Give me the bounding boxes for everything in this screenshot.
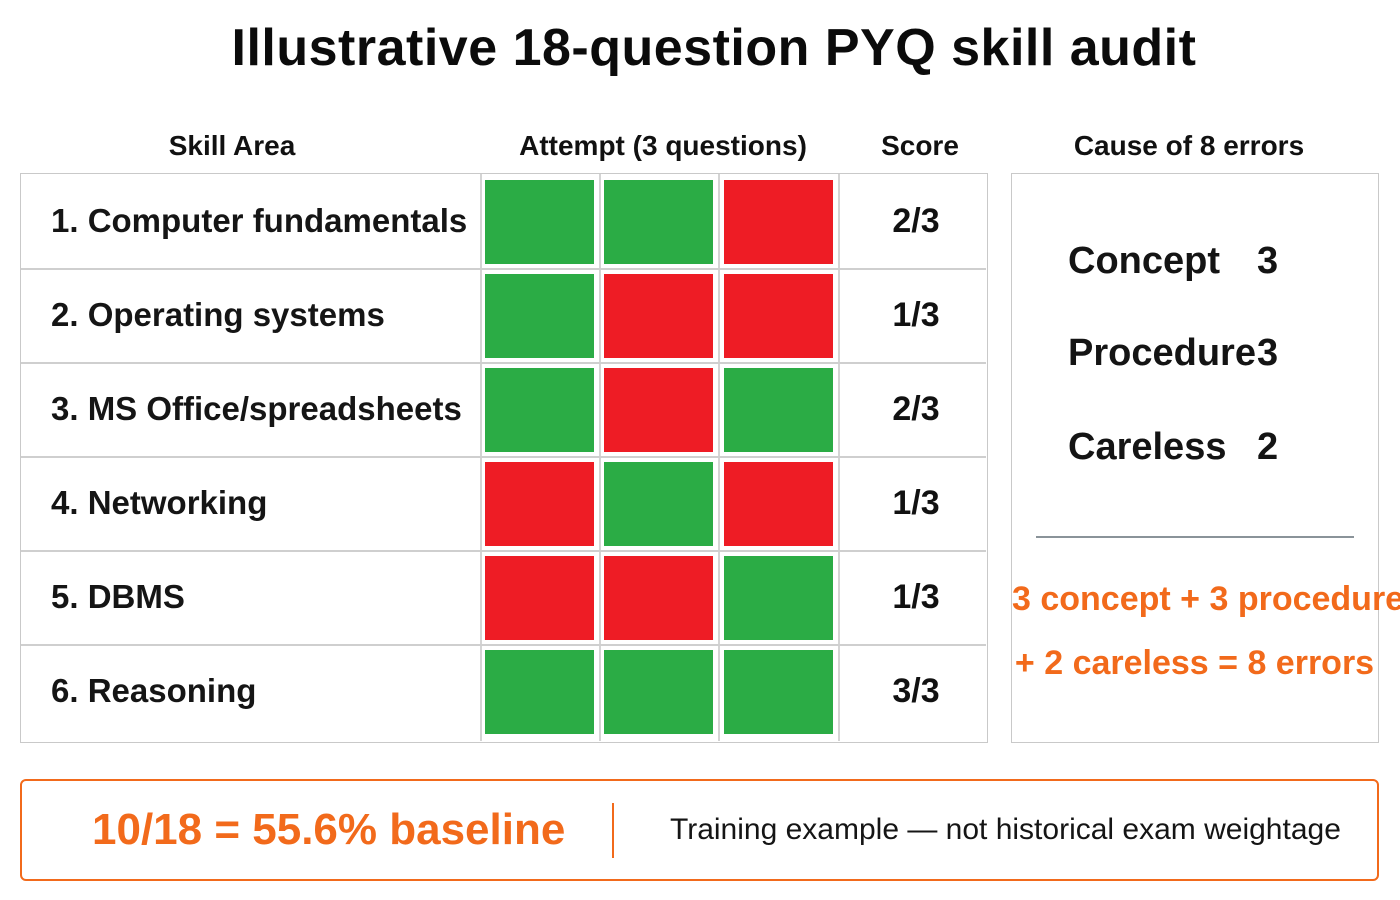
page-title: Illustrative 18-question PYQ skill audit bbox=[231, 19, 1197, 77]
row-divider bbox=[21, 644, 986, 646]
attempt-wrong-cell bbox=[604, 368, 713, 452]
attempt-correct-cell bbox=[485, 368, 594, 452]
cause-count-concept: 3 bbox=[1257, 240, 1279, 282]
skill-audit-table: 1. Computer fundamentals 2/3 2. Operating … bbox=[20, 173, 988, 743]
row-divider bbox=[21, 550, 986, 552]
cause-summary-line-2: + 2 careless = 8 errors bbox=[1014, 644, 1375, 682]
skill-label: 4. Networking bbox=[51, 484, 268, 521]
skill-row: 3. MS Office/spreadsheets 2/3 bbox=[21, 362, 986, 456]
cause-label-procedure: Procedure bbox=[1068, 332, 1256, 374]
skill-row: 5. DBMS 1/3 bbox=[21, 550, 986, 644]
cause-divider bbox=[1036, 536, 1354, 538]
attempt-wrong-cell bbox=[724, 462, 833, 546]
attempt-wrong-cell bbox=[485, 556, 594, 640]
training-note: Training example — not historical exam w… bbox=[670, 813, 1341, 846]
column-divider bbox=[718, 174, 720, 741]
column-divider bbox=[480, 174, 482, 741]
skill-label: 5. DBMS bbox=[51, 578, 185, 615]
attempt-correct-cell bbox=[485, 650, 594, 734]
skill-score: 3/3 bbox=[892, 672, 940, 710]
row-divider bbox=[21, 268, 986, 270]
skill-score: 1/3 bbox=[892, 296, 940, 334]
skill-score: 1/3 bbox=[892, 578, 940, 616]
attempt-correct-cell bbox=[604, 180, 713, 264]
banner-divider bbox=[612, 803, 614, 858]
header-skill-area: Skill Area bbox=[168, 130, 296, 161]
skill-row: 1. Computer fundamentals 2/3 bbox=[21, 174, 986, 268]
attempt-wrong-cell bbox=[604, 556, 713, 640]
attempt-wrong-cell bbox=[485, 462, 594, 546]
attempt-correct-cell bbox=[604, 462, 713, 546]
baseline-score: 10/18 = 55.6% baseline bbox=[92, 805, 566, 854]
header-attempt: Attempt (3 questions) bbox=[519, 130, 807, 161]
header-causes: Cause of 8 errors bbox=[1073, 130, 1305, 161]
header-score: Score bbox=[881, 130, 959, 161]
error-causes-panel: Concept 3 Procedure 3 Careless 2 3 conce… bbox=[1011, 173, 1400, 743]
cause-summary-line-1: 3 concept + 3 procedure bbox=[1012, 580, 1400, 618]
cause-label-concept: Concept bbox=[1068, 240, 1220, 282]
cause-label-careless: Careless bbox=[1068, 426, 1227, 468]
attempt-correct-cell bbox=[604, 650, 713, 734]
skill-score: 2/3 bbox=[892, 390, 940, 428]
attempt-correct-cell bbox=[724, 368, 833, 452]
attempt-correct-cell bbox=[724, 650, 833, 734]
skill-label: 1. Computer fundamentals bbox=[51, 202, 468, 239]
attempt-wrong-cell bbox=[604, 274, 713, 358]
skill-row: 6. Reasoning 3/3 bbox=[21, 644, 986, 738]
skill-label: 6. Reasoning bbox=[51, 672, 257, 709]
skill-label: 3. MS Office/spreadsheets bbox=[51, 390, 462, 427]
row-divider bbox=[21, 456, 986, 458]
skill-score: 1/3 bbox=[892, 484, 940, 522]
cause-count-careless: 2 bbox=[1257, 426, 1279, 468]
attempt-correct-cell bbox=[485, 180, 594, 264]
cause-count-procedure: 3 bbox=[1257, 332, 1279, 374]
column-divider bbox=[838, 174, 840, 741]
skill-score: 2/3 bbox=[892, 202, 940, 240]
attempt-wrong-cell bbox=[724, 180, 833, 264]
attempt-correct-cell bbox=[724, 556, 833, 640]
attempt-wrong-cell bbox=[724, 274, 833, 358]
skill-row: 4. Networking 1/3 bbox=[21, 456, 986, 550]
row-divider bbox=[21, 362, 986, 364]
attempt-correct-cell bbox=[485, 274, 594, 358]
skill-row: 2. Operating systems 1/3 bbox=[21, 268, 986, 362]
baseline-banner: 10/18 = 55.6% baseline Training example … bbox=[20, 779, 1379, 881]
column-divider bbox=[599, 174, 601, 741]
skill-label: 2. Operating systems bbox=[51, 296, 385, 333]
